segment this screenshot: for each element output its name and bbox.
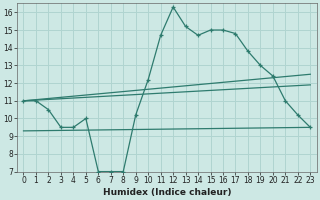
- X-axis label: Humidex (Indice chaleur): Humidex (Indice chaleur): [103, 188, 231, 197]
